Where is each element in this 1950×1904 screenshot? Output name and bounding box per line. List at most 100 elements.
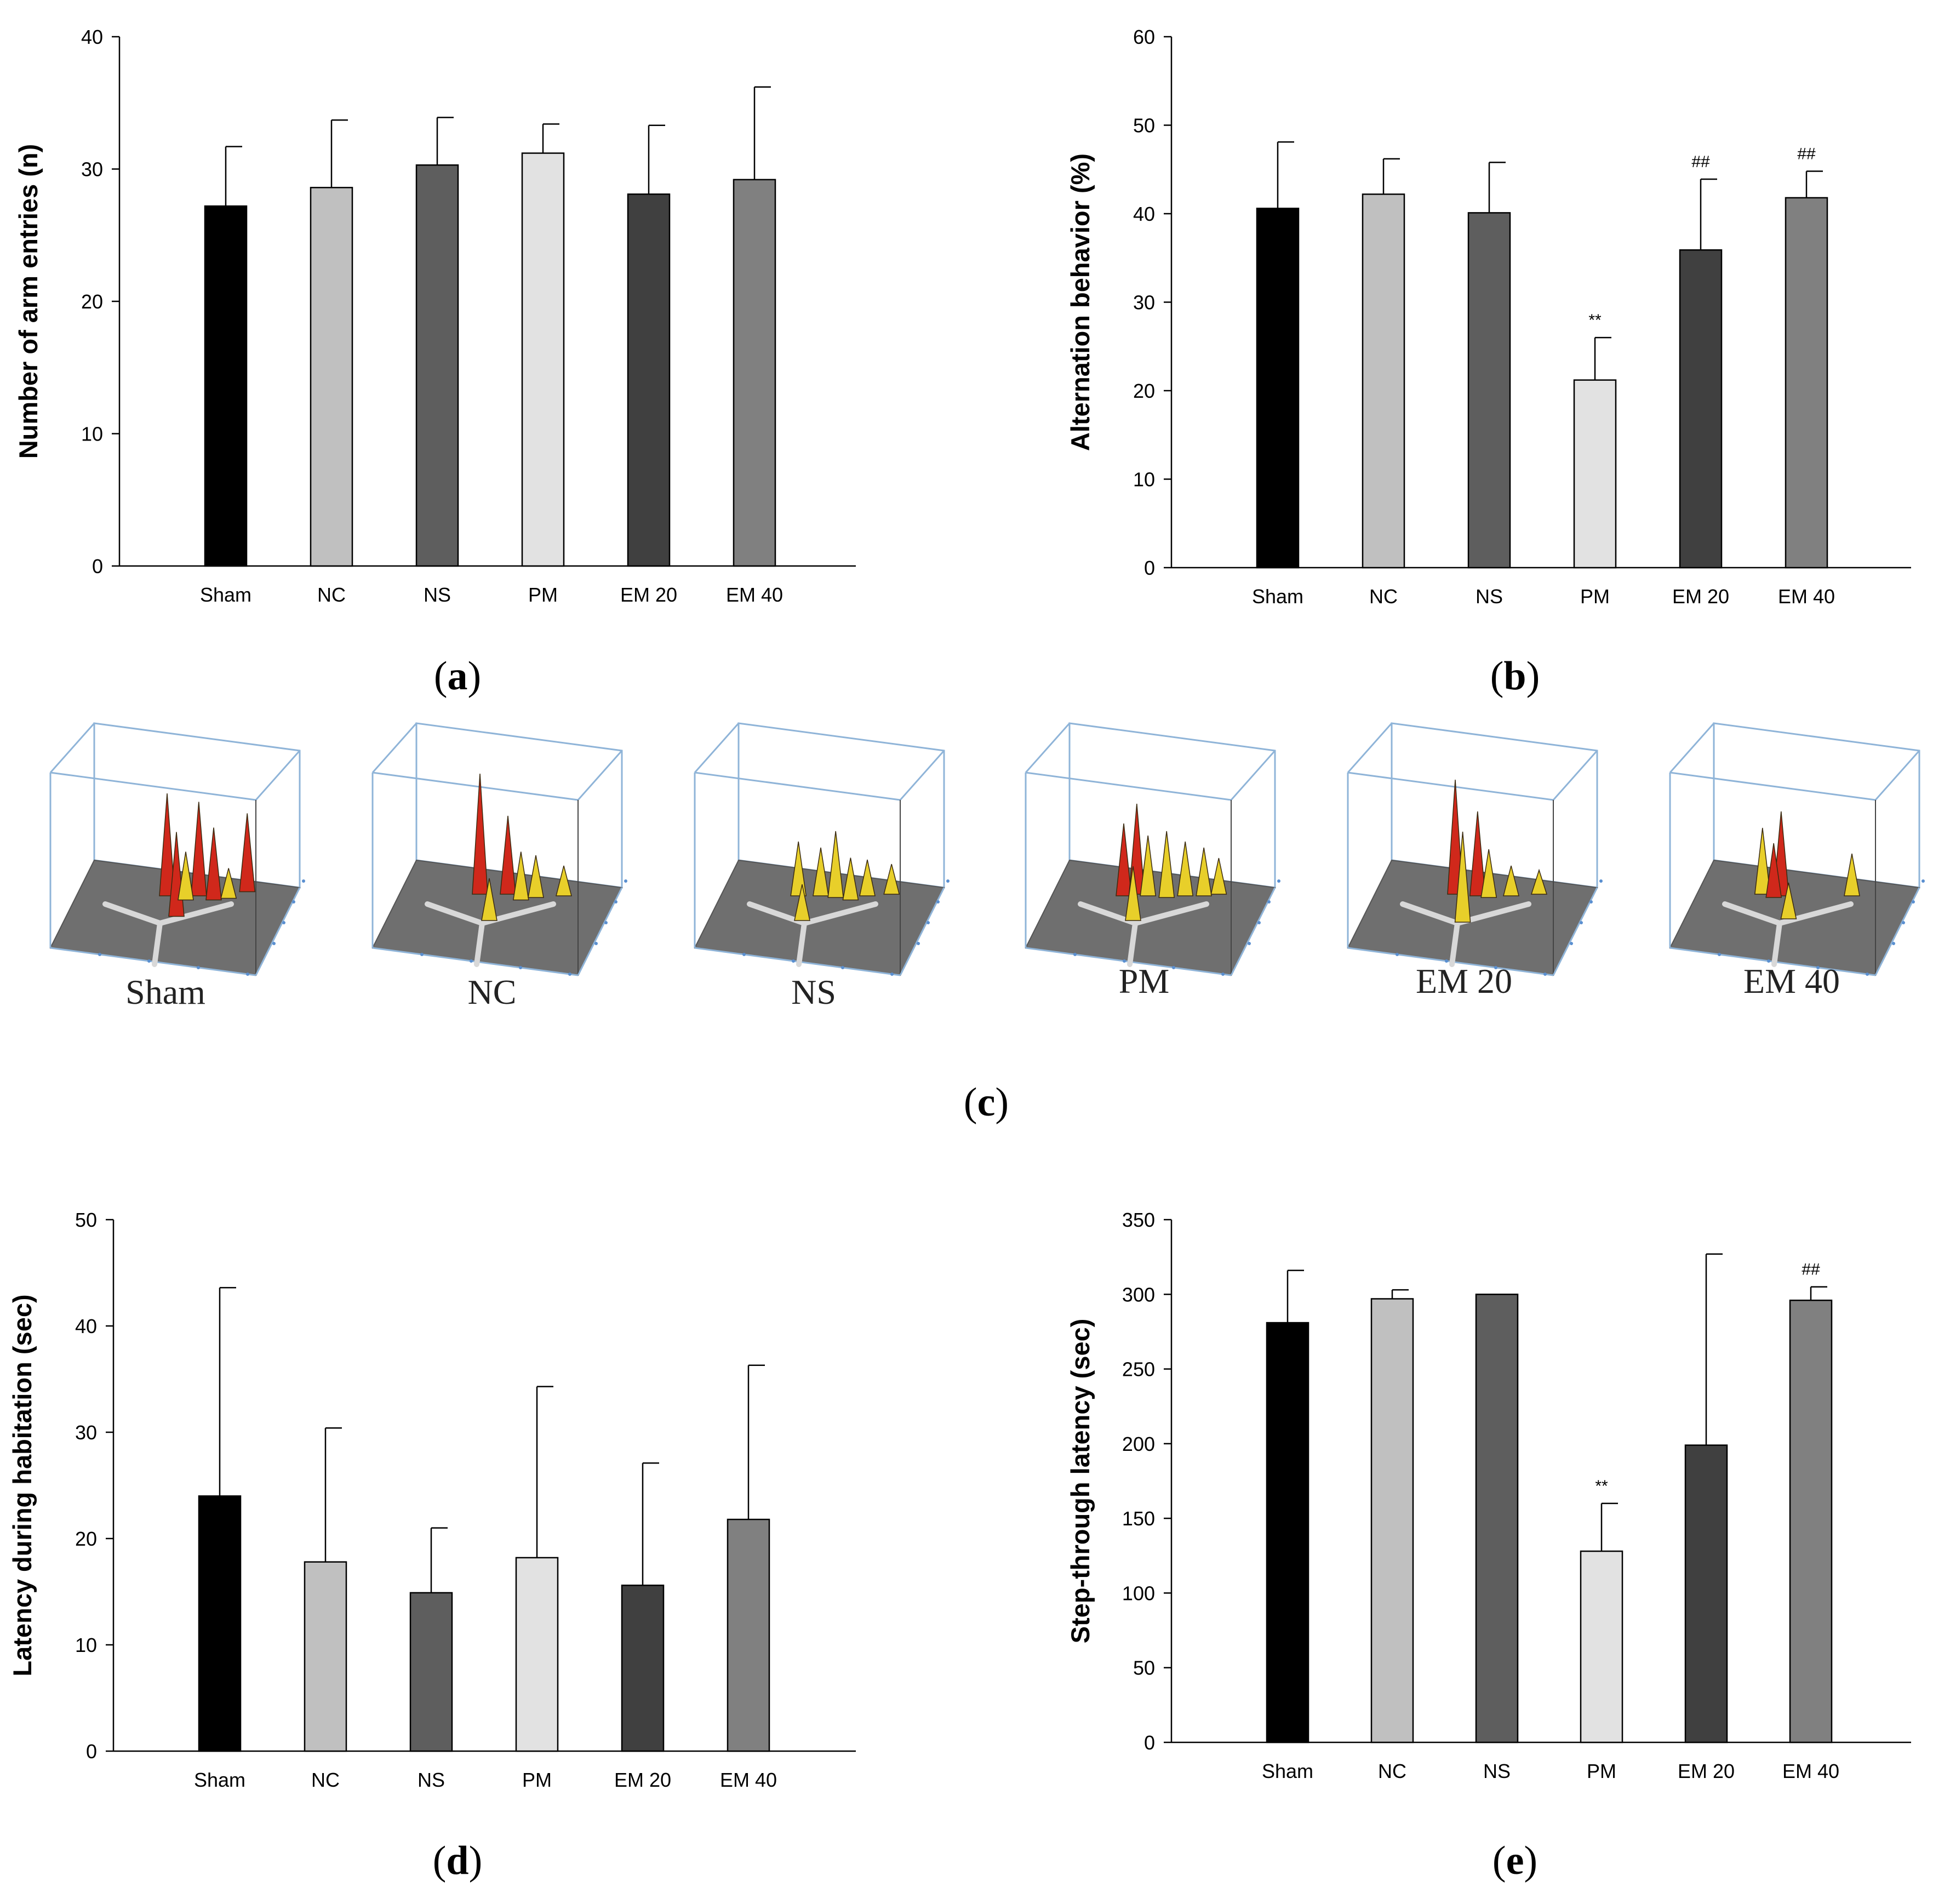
density-peak bbox=[1177, 841, 1194, 896]
axis-dot bbox=[742, 953, 746, 956]
maze-plot-label: NC bbox=[468, 973, 517, 1011]
y-tick-label: 40 bbox=[75, 1315, 97, 1337]
x-tick-label: PM bbox=[1587, 1760, 1616, 1782]
density-peak bbox=[790, 841, 807, 896]
axis-dot bbox=[936, 900, 940, 904]
x-tick-label: Sham bbox=[200, 584, 251, 606]
density-peak bbox=[1469, 811, 1486, 896]
bar-ns bbox=[1467, 212, 1511, 569]
box-edge bbox=[1669, 771, 1876, 801]
y-tick-label: 300 bbox=[1122, 1283, 1155, 1306]
bar-nc bbox=[1362, 193, 1405, 569]
y-tick-label: 10 bbox=[1133, 468, 1155, 491]
axis-dot bbox=[1570, 942, 1573, 945]
panel-c-maze-heatmaps: Sham NC NS PM EM 20 EM 40 bbox=[49, 722, 1925, 1011]
box-edge bbox=[372, 771, 579, 801]
maze-plot-ns bbox=[694, 722, 950, 976]
maze-trace bbox=[1400, 901, 1531, 967]
y-tick-label: 30 bbox=[1133, 291, 1155, 314]
density-peak bbox=[178, 851, 194, 901]
panel-label-e: (e) bbox=[1492, 1838, 1537, 1883]
axis-dot bbox=[1267, 900, 1271, 904]
axis-dot bbox=[1718, 953, 1721, 956]
y-tick-label: 50 bbox=[75, 1209, 97, 1231]
x-tick-label: PM bbox=[528, 584, 558, 606]
axis-dot bbox=[302, 879, 305, 883]
bar-ns bbox=[1475, 1294, 1519, 1743]
bar-pm bbox=[1580, 1550, 1623, 1743]
density-peak bbox=[205, 827, 222, 901]
density-peak bbox=[1158, 831, 1175, 898]
density-peak bbox=[1125, 866, 1141, 921]
maze-plot-label: Sham bbox=[125, 973, 205, 1011]
y-tick-label: 50 bbox=[1133, 1657, 1155, 1679]
axis-dot bbox=[1767, 959, 1770, 963]
axis-dot bbox=[292, 900, 295, 904]
panel-label-c: (c) bbox=[964, 1080, 1009, 1125]
axis-dot bbox=[519, 966, 522, 969]
axis-dot bbox=[282, 921, 285, 924]
box-edge bbox=[49, 723, 95, 773]
axis-dot bbox=[1494, 966, 1497, 969]
chart-a: 0 10 20 30 40 Number of arm entries (n) Sham NC… bbox=[14, 26, 856, 606]
x-tick-label: EM 20 bbox=[614, 1769, 671, 1791]
axis-dot bbox=[1922, 879, 1925, 883]
density-peak bbox=[1210, 857, 1227, 895]
axis-dot bbox=[1589, 900, 1593, 904]
axis-dot bbox=[470, 959, 473, 963]
axis-dot bbox=[614, 900, 617, 904]
bar-em-40 bbox=[1789, 1299, 1833, 1743]
y-tick-label: 10 bbox=[75, 1634, 97, 1656]
x-tick-label: NC bbox=[317, 584, 346, 606]
y-tick-label: 350 bbox=[1122, 1209, 1155, 1231]
density-peak bbox=[1116, 823, 1132, 896]
box-edge bbox=[694, 723, 740, 773]
x-tick-label: Sham bbox=[1252, 585, 1303, 608]
x-tick-label: EM 20 bbox=[1678, 1760, 1735, 1782]
axis-dot bbox=[1123, 959, 1126, 963]
bar-pm bbox=[521, 152, 565, 567]
x-tick-label: NC bbox=[1378, 1760, 1406, 1782]
y-tick-label: 0 bbox=[92, 555, 103, 578]
axis-dot bbox=[197, 966, 200, 969]
density-peak bbox=[883, 864, 900, 895]
bar-em-20 bbox=[1684, 1444, 1728, 1743]
density-peak bbox=[813, 847, 829, 896]
bar-pm bbox=[515, 1557, 559, 1752]
box-back-frame bbox=[1068, 722, 1276, 889]
bar-em-40 bbox=[1785, 197, 1828, 569]
density-peak bbox=[1480, 849, 1497, 898]
density-peak bbox=[1765, 843, 1782, 898]
axis-dot bbox=[1892, 942, 1895, 945]
x-tick-label: EM 40 bbox=[726, 584, 783, 606]
bar-em-20 bbox=[627, 193, 671, 567]
bar-pm bbox=[1573, 379, 1617, 569]
density-peak bbox=[1780, 882, 1797, 919]
box-back-frame bbox=[1391, 722, 1598, 889]
chart-d: 0 10 20 30 40 50 Latency during habitation (se… bbox=[8, 1209, 856, 1791]
density-peak bbox=[1196, 847, 1213, 896]
maze-plot-label: PM bbox=[1119, 962, 1170, 1000]
bar-ns bbox=[415, 164, 459, 567]
x-tick-label: EM 20 bbox=[1672, 585, 1729, 608]
box-edge bbox=[694, 771, 901, 801]
x-tick-label: PM bbox=[1580, 585, 1610, 608]
y-tick-label: 10 bbox=[81, 423, 103, 445]
axis-dot bbox=[1396, 953, 1399, 956]
y-axis-label: Step-through latency (sec) bbox=[1066, 1319, 1095, 1644]
maze-plot-label: NS bbox=[791, 973, 836, 1011]
maze-plot-sham bbox=[49, 722, 305, 976]
significance-marker: ## bbox=[1802, 1261, 1820, 1279]
x-tick-label: NS bbox=[1483, 1760, 1511, 1782]
axis-dot bbox=[1816, 966, 1820, 969]
density-peak bbox=[827, 831, 844, 898]
bar-sham bbox=[1266, 1322, 1309, 1743]
x-tick-label: NS bbox=[424, 584, 451, 606]
box-edge bbox=[1347, 771, 1554, 801]
box-edge bbox=[1669, 723, 1715, 773]
axis-dot bbox=[1580, 921, 1583, 924]
significance-marker: ** bbox=[1595, 1477, 1608, 1495]
density-peak bbox=[528, 855, 544, 898]
axis-dot bbox=[1257, 921, 1261, 924]
axis-dot bbox=[246, 973, 249, 976]
